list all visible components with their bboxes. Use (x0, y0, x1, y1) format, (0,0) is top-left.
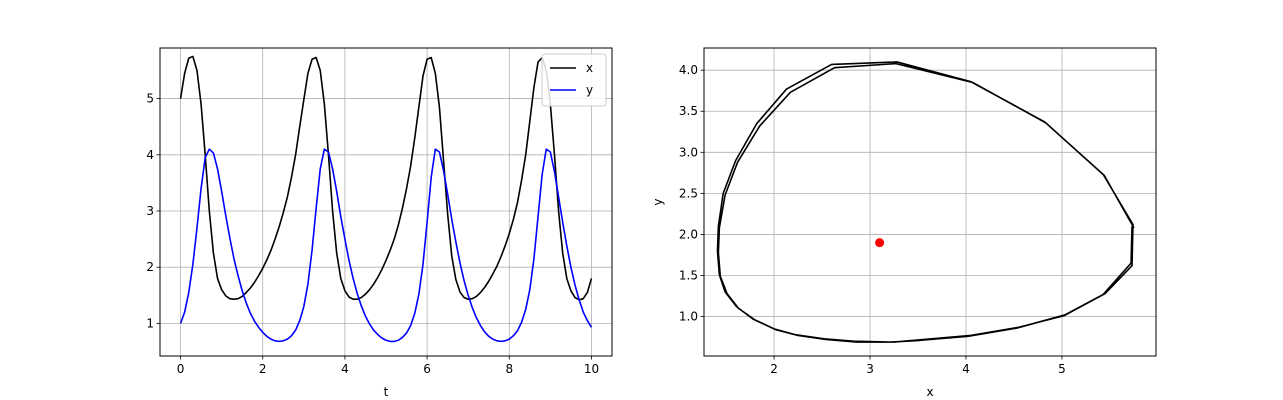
time-series-plot-area (179, 55, 593, 343)
pp-xtick-label-1: 3 (866, 362, 874, 376)
ts-xtick-label-2: 4 (341, 362, 349, 376)
ts-xtick-label-4: 8 (505, 362, 513, 376)
pp-ytick-label-0: 1.0 (679, 310, 698, 324)
time-series-legend: xy (541, 53, 607, 107)
ts-ytick-label-4: 5 (146, 92, 154, 106)
phase-portrait-ylabel: y (651, 198, 665, 205)
pp-ytick-label-1: 1.5 (679, 269, 698, 283)
time-series-frame (159, 47, 613, 357)
phase-portrait-xlabel: x (926, 385, 933, 399)
phase-portrait-plot-area (716, 61, 1135, 343)
phase-portrait-ticks: 2 3 4 5 1.0 1.5 2.0 2.5 3.0 3.5 4.0 (679, 63, 1066, 376)
ts-xtick-label-0: 0 (177, 362, 185, 376)
ts-series-x-line (179, 55, 593, 301)
ts-ytick-label-3: 4 (146, 148, 154, 162)
ts-ytick-label-0: 1 (146, 316, 154, 330)
pp-equilibrium-marker (875, 238, 885, 248)
pp-ytick-label-4: 3.0 (679, 145, 698, 159)
pp-ytick-label-6: 4.0 (679, 63, 698, 77)
ts-xtick-label-3: 6 (423, 362, 431, 376)
pp-xtick-label-3: 5 (1058, 362, 1066, 376)
pp-ytick-label-2: 2.0 (679, 227, 698, 241)
pp-ytick-label-3: 2.5 (679, 186, 698, 200)
time-series-xlabel: t (384, 385, 389, 399)
ts-legend-label-y: y (586, 83, 593, 97)
pp-xtick-label-2: 4 (962, 362, 970, 376)
pp-xtick-label-0: 2 (770, 362, 778, 376)
ts-series-y-line (179, 148, 593, 343)
phase-portrait-axes: 2 3 4 5 1.0 1.5 2.0 2.5 3.0 3.5 4.0 x y (651, 47, 1157, 399)
ts-xtick-label-1: 2 (259, 362, 267, 376)
ts-ytick-label-1: 2 (146, 260, 154, 274)
pp-series-0-line (716, 61, 1135, 343)
ts-legend-label-x: x (586, 61, 593, 75)
phase-portrait-frame (703, 47, 1157, 357)
ts-legend-box (541, 53, 607, 107)
ts-xtick-label-5: 10 (584, 362, 599, 376)
ts-ytick-label-2: 3 (146, 204, 154, 218)
pp-ytick-label-5: 3.5 (679, 104, 698, 118)
